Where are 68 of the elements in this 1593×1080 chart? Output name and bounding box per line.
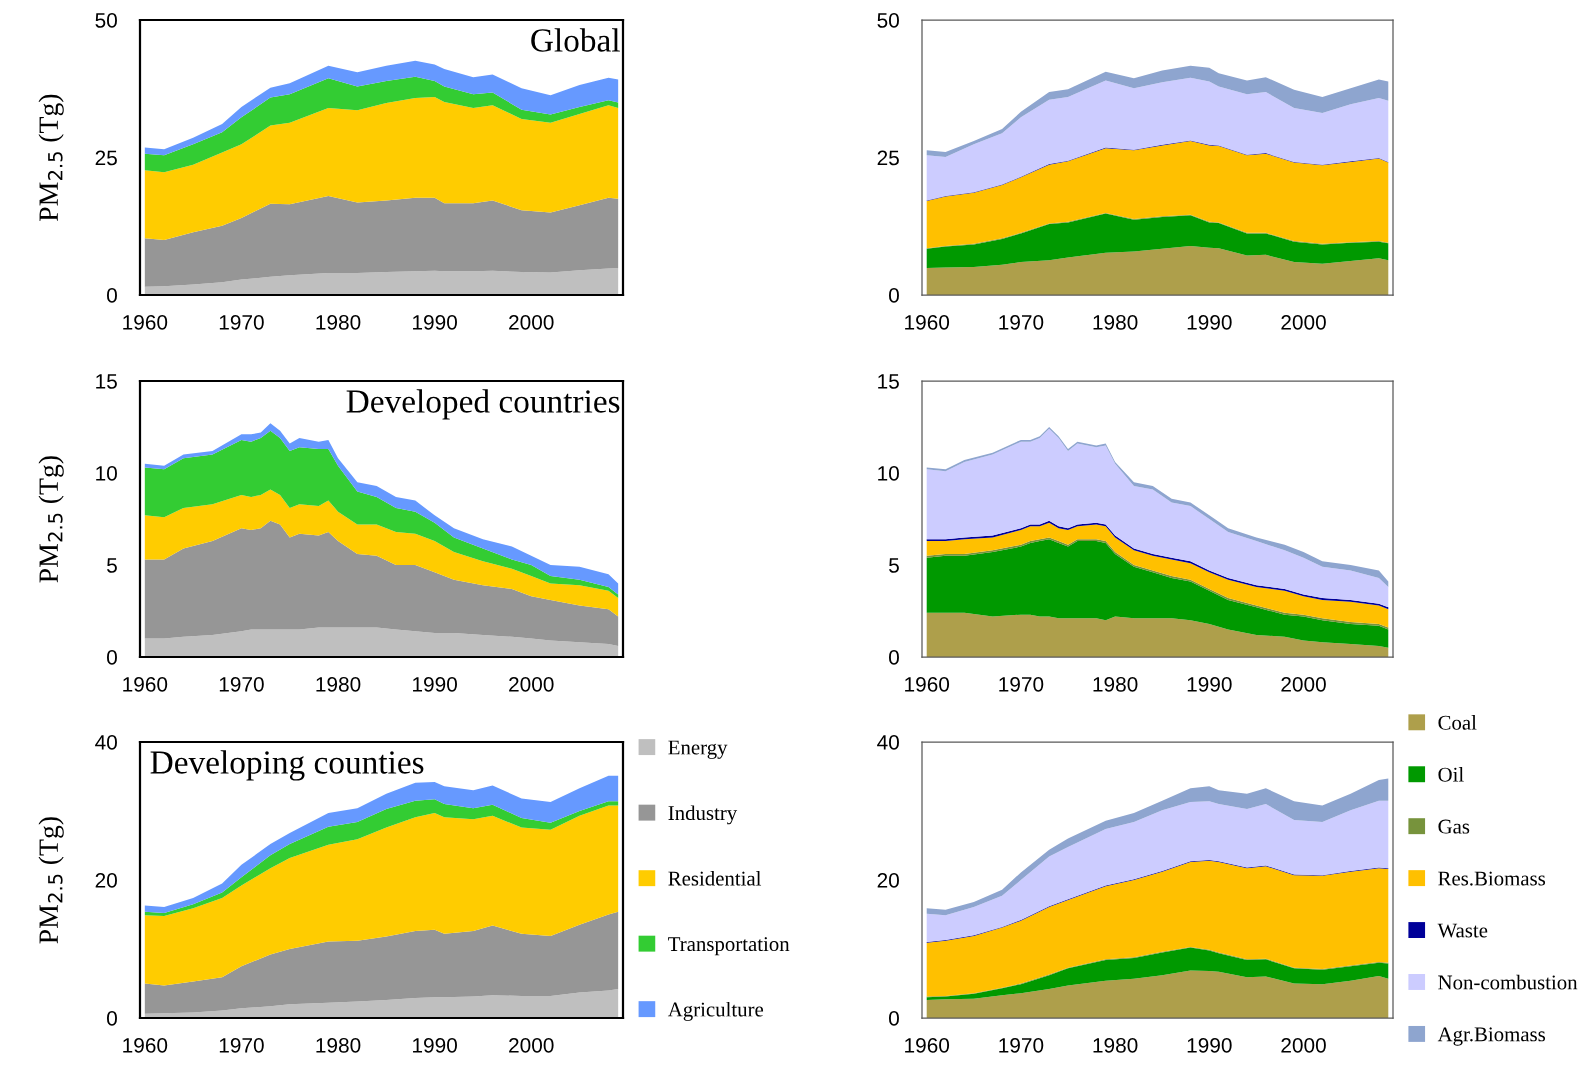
x-tick-label: 2000 bbox=[1281, 1037, 1326, 1053]
legend-label: Gas bbox=[1438, 819, 1470, 834]
y-tick-label: 0 bbox=[889, 288, 899, 303]
legend-label: Coal bbox=[1438, 715, 1477, 730]
y-tick-label: 0 bbox=[107, 1011, 117, 1026]
legend-label: Non-combustion bbox=[1438, 974, 1578, 990]
legend-label: Energy bbox=[668, 740, 728, 759]
x-tick-label: 1990 bbox=[413, 676, 457, 692]
legend-label: Industry bbox=[668, 805, 738, 825]
x-tick-label: 1970 bbox=[999, 676, 1044, 692]
x-tick-label: 1960 bbox=[123, 676, 168, 692]
y-tick-label: 50 bbox=[877, 13, 899, 28]
y-tick-label: 50 bbox=[95, 13, 117, 28]
x-tick-label: 2000 bbox=[1281, 314, 1326, 330]
x-tick-label: 1990 bbox=[1187, 676, 1232, 692]
legend-label: Oil bbox=[1438, 767, 1464, 782]
x-tick-label: 1980 bbox=[1093, 314, 1138, 330]
y-tick-label: 5 bbox=[107, 558, 117, 573]
x-tick-label: 1970 bbox=[999, 1037, 1044, 1053]
x-tick-label: 1960 bbox=[905, 676, 950, 692]
x-tick-label: 1970 bbox=[219, 1037, 264, 1053]
legend-label: Transportation bbox=[668, 937, 790, 956]
legend-label: Waste bbox=[1437, 923, 1488, 938]
y-tick-label: 40 bbox=[877, 735, 899, 750]
x-tick-label: 1980 bbox=[1093, 1037, 1138, 1053]
annotation: Global bbox=[531, 28, 620, 52]
x-tick-label: 1990 bbox=[1187, 1037, 1232, 1053]
y-axis-title: PM$_{2.5}$ (Tg) bbox=[38, 94, 64, 222]
y-tick-label: 10 bbox=[878, 466, 899, 481]
y-tick-label: 20 bbox=[877, 873, 899, 888]
legend-label: Res.Biomass bbox=[1438, 871, 1546, 886]
legend-label: Residential bbox=[668, 870, 762, 886]
y-axis-title: PM$_{2.5}$ (Tg) bbox=[38, 817, 64, 944]
x-tick-label: 2000 bbox=[509, 314, 554, 330]
x-tick-label: 1960 bbox=[123, 314, 168, 330]
y-axis-title: PM$_{2.5}$ (Tg) bbox=[38, 456, 64, 583]
x-tick-label: 2000 bbox=[509, 676, 554, 692]
y-tick-label: 40 bbox=[95, 735, 117, 750]
x-tick-label: 1960 bbox=[905, 1037, 950, 1053]
x-tick-label: 1970 bbox=[219, 314, 264, 330]
x-tick-label: 1980 bbox=[1093, 676, 1138, 692]
x-tick-label: 1990 bbox=[1187, 314, 1232, 330]
y-tick-label: 15 bbox=[96, 374, 117, 389]
legend-label: Agriculture bbox=[667, 1001, 764, 1021]
x-tick-label: 1980 bbox=[316, 1037, 361, 1053]
y-tick-label: 0 bbox=[889, 650, 899, 665]
y-tick-label: 0 bbox=[107, 288, 117, 303]
x-tick-label: 1990 bbox=[413, 1037, 457, 1053]
y-tick-label: 10 bbox=[96, 466, 117, 481]
y-tick-label: 15 bbox=[878, 374, 899, 389]
x-tick-label: 1970 bbox=[219, 676, 264, 692]
x-tick-label: 1960 bbox=[123, 1037, 168, 1053]
x-tick-label: 1980 bbox=[316, 314, 361, 330]
x-tick-label: 2000 bbox=[1281, 676, 1326, 692]
y-tick-label: 20 bbox=[95, 873, 117, 888]
y-tick-label: 25 bbox=[95, 150, 117, 166]
x-tick-label: 1990 bbox=[413, 314, 457, 330]
y-tick-label: 0 bbox=[107, 650, 117, 665]
x-tick-label: 1980 bbox=[316, 676, 361, 692]
y-tick-label: 0 bbox=[889, 1011, 899, 1026]
y-tick-label: 25 bbox=[877, 150, 899, 166]
x-tick-label: 1960 bbox=[905, 314, 950, 330]
annotation: Developed countries bbox=[346, 389, 620, 420]
annotation: Developing counties bbox=[150, 750, 424, 781]
x-tick-label: 1970 bbox=[999, 314, 1044, 330]
x-tick-label: 2000 bbox=[509, 1037, 554, 1053]
legend-label: Agr.Biomass bbox=[1437, 1027, 1546, 1046]
y-tick-label: 5 bbox=[889, 558, 899, 573]
